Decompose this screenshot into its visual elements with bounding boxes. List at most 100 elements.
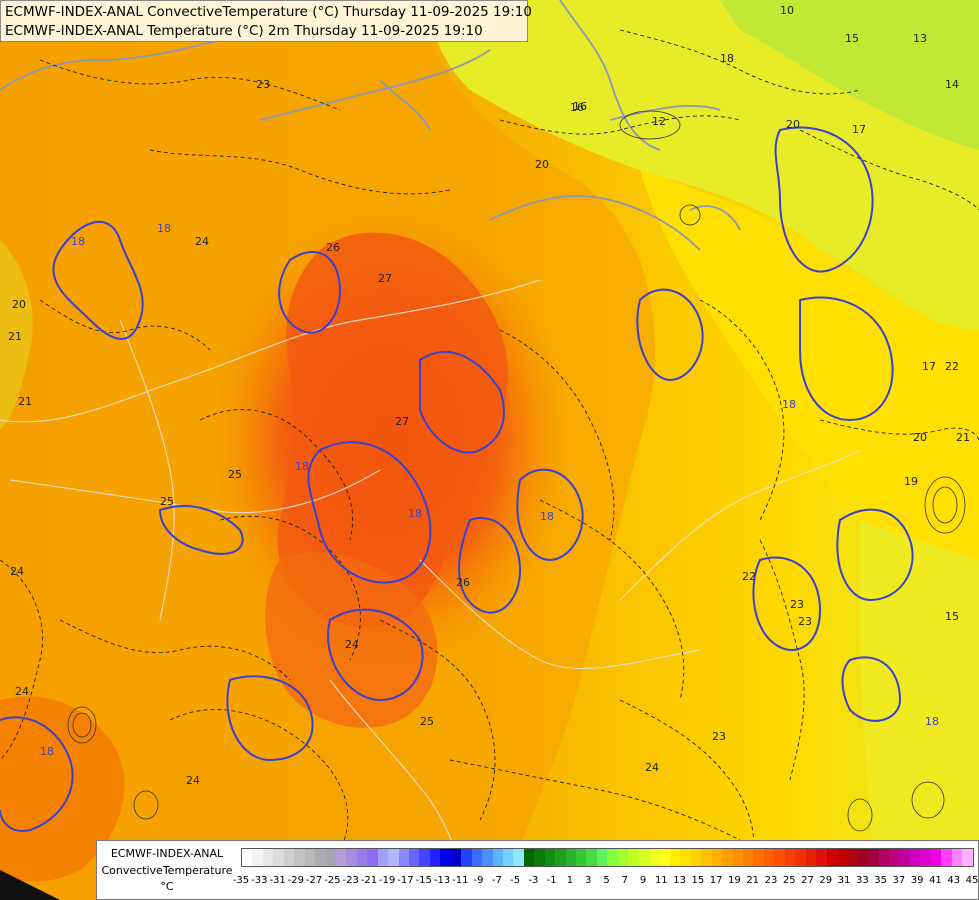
hot-core-shape [277,232,508,628]
legend-swatch [346,849,357,866]
legend-tick-labels: -35 -33 -31 -29 -27 -25 -23 -21 -19 -17 -15 -13 -11-… [232,875,979,889]
legend-tick-label: 19 [728,875,741,886]
legend-swatch [283,849,295,866]
contour-label: 18 [71,235,85,248]
legend-tick-label: 3 [585,875,592,886]
legend-swatch [857,849,869,866]
legend-tick-label: 31 [837,875,851,886]
contour-label: 15 [845,32,859,45]
legend-swatch [576,849,587,866]
legend-tick-label: 39 [910,875,924,886]
storm-patches [67,110,966,832]
legend-tick-label: -23 [342,875,359,886]
legend-swatch [711,849,723,866]
contour-label: 19 [904,475,918,488]
legend-swatch [732,849,743,866]
legend-swatch [607,849,618,866]
legend-swatch [910,849,921,866]
legend-tick-label: 41 [929,875,942,886]
legend-tick-label: 7 [621,875,628,886]
contour-label: 14 [945,78,959,91]
contour-label: 24 [345,638,359,651]
contour-label: 24 [195,235,209,248]
legend-swatch [461,849,472,866]
temperature-contours [0,29,979,900]
legend-swatch [262,849,274,866]
legend-param: ConvectiveTemperature [101,864,233,877]
legend-swatch [805,849,817,866]
contour-label: 27 [378,272,392,285]
legend-tick-label: 27 [801,875,814,886]
contour-label: 24 [15,685,29,698]
warm-southwest [0,696,125,882]
legend-color-bar [241,848,974,867]
legend-swatch [920,849,931,866]
legend-swatch [502,849,514,866]
legend-swatch [690,849,702,866]
legend-swatch [513,849,524,866]
legend-swatch [763,849,775,866]
legend-tick-label: -31 [269,875,286,886]
legend-swatch [377,849,389,866]
legend-tick-label: 13 [673,875,686,886]
legend-swatch [273,849,284,866]
legend-swatch [482,849,493,866]
contour-label: 18 [540,510,554,523]
legend-swatch [649,849,660,866]
legend-tick-label: -25 [324,875,341,886]
contour-label: 20 [535,158,549,171]
legend-swatch [826,849,837,866]
legend-swatch [784,849,796,866]
legend-swatch [242,849,253,866]
legend-swatch [356,849,368,866]
legend-swatch [669,849,681,866]
legend-swatch [596,849,608,866]
legend-swatch [409,849,420,866]
legend-swatch [930,849,942,866]
legend-swatch [680,849,691,866]
contour-label: 24 [10,565,24,578]
contour-label: 24 [645,761,659,774]
legend-tick-label: 1 [566,875,574,886]
legend-tick-label: -5 [510,875,521,886]
contour-label: 22 [742,570,756,583]
legend-tick-label: -9 [473,875,484,886]
contour-label: 18 [720,52,734,65]
contour-label: 13 [913,32,927,45]
contour-label: 20 [913,431,927,444]
legend-swatch [429,849,441,866]
legend-tick-label: 11 [654,875,668,886]
legend-swatch [951,849,963,866]
legend-swatch [523,849,535,866]
legend-swatch [335,849,347,866]
legend-swatch [544,849,556,866]
legend-swatch [878,849,890,866]
legend-swatch [628,849,639,866]
contour-label: 26 [326,241,340,254]
legend-tick-label: 21 [746,875,760,886]
convective-contours [0,126,914,832]
legend-swatch [868,849,879,866]
legend-swatch [555,849,566,866]
contour-label: 18 [40,745,54,758]
contour-label: 23 [790,598,804,611]
legend-swatch [795,849,806,866]
legend-tick-label: 29 [819,875,833,886]
contour-label: 12 [652,115,666,128]
legend-swatch [941,849,952,866]
legend-tick-label: -29 [287,875,304,886]
legend-swatch [753,849,764,866]
legend-tick-label: -1 [546,875,557,886]
legend-swatch [816,849,827,866]
legend-tick-label: -35 [232,875,250,886]
legend-swatch [471,849,483,866]
legend-tick-label: -11 [452,875,469,886]
legend-tick-label: 35 [874,875,887,886]
legend-swatch [586,849,597,866]
legend-swatch [836,849,848,866]
yellow-region-east [860,520,979,900]
legend-swatch [440,849,451,866]
legend-swatch [847,849,858,866]
legend-swatch [743,849,754,866]
contour-label: 23 [712,730,726,743]
